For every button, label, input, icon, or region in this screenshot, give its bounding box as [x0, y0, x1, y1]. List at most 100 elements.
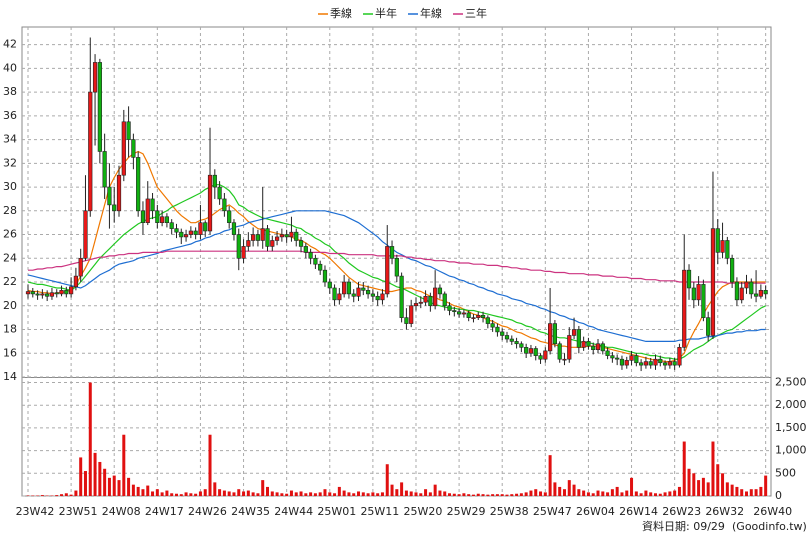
candle-body: [740, 288, 744, 300]
candle-body: [697, 284, 701, 299]
volume-bar: [189, 493, 192, 496]
volume-bar: [563, 489, 566, 496]
candle-body: [189, 231, 193, 235]
volume-bar: [635, 491, 638, 496]
volume-bar: [577, 489, 580, 496]
volume-bar: [309, 492, 312, 496]
y-tick-label: 26: [3, 228, 17, 241]
candle-body: [663, 363, 667, 365]
candle-body: [678, 347, 682, 365]
volume-bar: [395, 489, 398, 496]
volume-bar: [199, 491, 202, 496]
candle-body: [347, 282, 351, 294]
candle-body: [433, 288, 437, 306]
volume-bar: [688, 469, 691, 496]
y-tick-label: 40: [3, 61, 17, 74]
volume-bar: [506, 495, 509, 496]
volume-bar: [338, 487, 341, 496]
candle-body: [539, 356, 543, 360]
volume-bar: [400, 482, 403, 496]
candle-body: [160, 217, 164, 223]
candle-body: [50, 293, 54, 297]
volume-bar: [156, 489, 159, 496]
y-tick-label: 36: [3, 109, 17, 122]
candle-body: [687, 270, 691, 288]
candle-body: [639, 363, 643, 365]
y-tick-label: 24: [3, 251, 17, 264]
volume-bar: [376, 493, 379, 496]
candle-body: [304, 246, 308, 252]
volume-bar: [146, 486, 149, 496]
volume-bar: [328, 492, 331, 496]
volume-bar: [553, 482, 556, 496]
candle-body: [673, 362, 677, 366]
candle-body: [299, 240, 303, 246]
volume-bar: [175, 494, 178, 496]
y-tick-label: 18: [3, 323, 17, 336]
volume-tick-label: 0: [775, 489, 782, 502]
candle-body: [103, 151, 107, 187]
candle-body: [132, 140, 136, 158]
volume-bar: [304, 493, 307, 496]
candle-body: [534, 349, 538, 356]
candle-body: [309, 252, 313, 258]
volume-bar: [587, 492, 590, 496]
volume-bar: [55, 495, 58, 496]
candle-body: [194, 231, 198, 235]
candle-body: [567, 335, 571, 359]
candle-body: [342, 282, 346, 294]
candle-body: [601, 344, 605, 351]
legend-label: 年線: [420, 6, 442, 20]
candle-body: [156, 211, 160, 223]
volume-bar: [673, 491, 676, 496]
candle-body: [261, 229, 265, 241]
candle-body: [318, 264, 322, 270]
x-tick-label: 26W40: [753, 505, 792, 518]
volume-bar: [371, 492, 374, 496]
candle-body: [472, 318, 476, 319]
candle-body: [36, 294, 40, 295]
candle-body: [668, 362, 672, 366]
volume-bar: [482, 494, 485, 496]
volume-bar: [89, 383, 92, 496]
legend-label: 三年: [465, 6, 487, 20]
candle-body: [510, 339, 514, 341]
candle-body: [69, 287, 73, 294]
volume-bar: [750, 489, 753, 496]
volume-bar: [137, 487, 140, 496]
volume-bar: [362, 492, 365, 496]
candle-body: [520, 344, 524, 348]
candle-body: [65, 290, 69, 294]
candle-body: [692, 288, 696, 300]
candle-body: [352, 294, 356, 296]
volume-bar: [740, 489, 743, 496]
volume-bar: [84, 471, 87, 496]
candle-body: [606, 351, 610, 356]
volume-bar: [702, 478, 705, 496]
candle-body: [323, 270, 327, 282]
candle-body: [203, 223, 207, 231]
volume-bar: [755, 489, 758, 496]
candle-body: [582, 341, 586, 347]
candle-body: [726, 240, 730, 258]
candle-body: [544, 351, 548, 359]
candle-body: [419, 302, 423, 303]
volume-bar: [443, 491, 446, 496]
candle-body: [117, 175, 121, 211]
volume-bar: [252, 492, 255, 496]
volume-bar: [98, 462, 101, 496]
volume-bar: [237, 489, 240, 496]
y-tick-label: 28: [3, 204, 17, 217]
candle-body: [371, 294, 375, 296]
volume-bar: [726, 482, 729, 496]
candle-body: [558, 344, 562, 359]
candle-body: [247, 240, 251, 246]
volume-bar: [697, 480, 700, 496]
volume-bar: [731, 485, 734, 496]
volume-bar: [501, 494, 504, 496]
y-tick-label: 20: [3, 299, 17, 312]
volume-bar: [94, 453, 97, 496]
volume-bar: [256, 493, 259, 496]
candle-body: [294, 232, 298, 240]
